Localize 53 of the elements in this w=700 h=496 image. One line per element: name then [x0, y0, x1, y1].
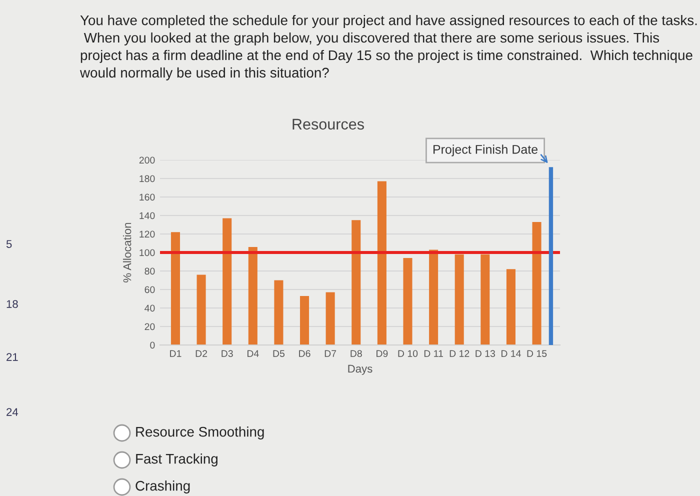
text: Fast Tracking	[136, 454, 218, 466]
bar	[403, 258, 412, 345]
bar	[454, 254, 464, 345]
y-tick-label: 80	[144, 268, 155, 275]
y-tick-label: 160	[140, 194, 155, 201]
bar	[506, 269, 516, 345]
text: 21	[6, 353, 18, 361]
bar	[532, 222, 542, 345]
x-tick-label: D9	[376, 350, 388, 357]
y-tick-label: 0	[150, 342, 155, 349]
x-tick-label: D 14	[502, 350, 521, 357]
y-tick-label: 20	[144, 323, 155, 330]
legend-label: Project Finish Date	[434, 144, 538, 156]
x-tick-label: D1	[170, 350, 182, 357]
text: Resource Smoothing	[136, 426, 264, 440]
bar	[222, 218, 232, 345]
x-tick-label: D6	[299, 350, 310, 357]
x-tick-label: D 11	[424, 350, 443, 357]
x-tick-label: D 13	[476, 350, 496, 357]
bar	[248, 246, 258, 345]
y-tick-label: 120	[140, 230, 155, 238]
x-tick-label: D7	[324, 350, 336, 357]
text: 5	[6, 240, 12, 248]
bar	[274, 280, 284, 345]
text: Crashing	[136, 480, 190, 494]
bar	[196, 274, 206, 345]
text: 24	[6, 408, 18, 416]
x-tick-label: D5	[273, 350, 285, 357]
chart-title: Resources	[292, 118, 364, 130]
y-axis-title: % Allocation	[123, 222, 132, 282]
chart-subtitle: You have completed the schedule for your project and have assigned resources to each of the tasks. When you looked at the graph below, you discovered that there are some serious issues. This project has a firm deadline at the end of Day 15 so the project is time constrained. Which technique would normally be used in this situation?	[80, 15, 697, 80]
x-tick-label: D8	[350, 350, 362, 357]
y-tick-label: 100	[140, 249, 155, 256]
bar	[377, 181, 386, 345]
y-tick-label: 140	[140, 212, 155, 220]
x-tick-label: D 15	[527, 350, 547, 357]
bar	[170, 232, 180, 345]
bar	[326, 292, 335, 345]
y-tick-label: 60	[144, 286, 155, 294]
text: 18	[6, 300, 18, 308]
x-tick-label: D 12	[450, 350, 470, 357]
x-tick-label: D2	[196, 350, 208, 357]
x-tick-label: D 10	[398, 350, 418, 357]
bar	[429, 250, 438, 345]
x-tick-label: D4	[247, 350, 259, 357]
x-axis-title: Days	[348, 364, 372, 375]
y-tick-label: 180	[140, 175, 155, 182]
bar	[480, 254, 490, 345]
x-tick-label: D3	[222, 350, 233, 357]
bar	[300, 296, 310, 345]
y-tick-label: 40	[144, 304, 155, 312]
y-tick-label: 200	[139, 156, 155, 164]
bar	[352, 220, 361, 345]
